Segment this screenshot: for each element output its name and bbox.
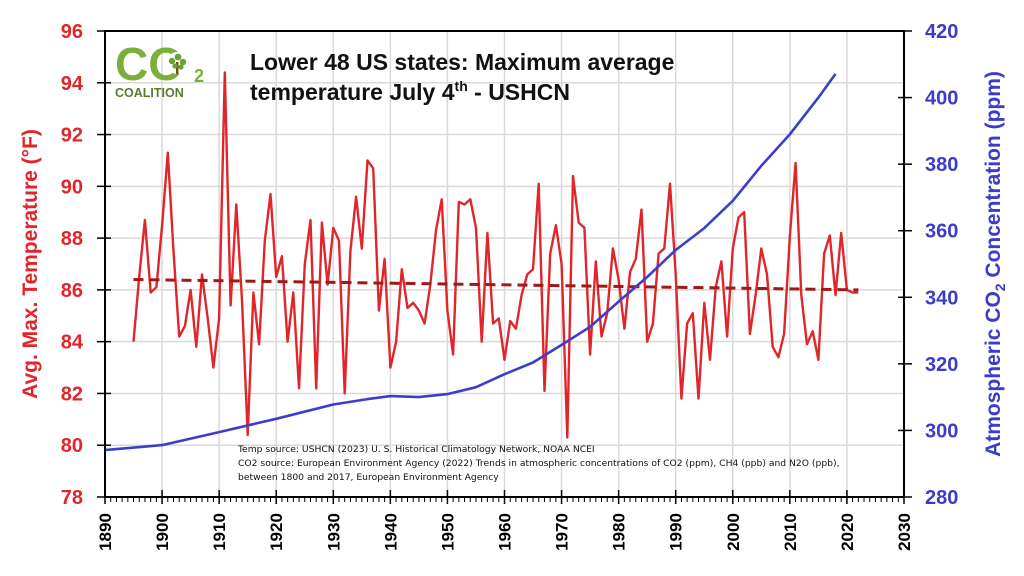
chart-title-superscript: th	[455, 78, 468, 94]
tree-icon	[166, 52, 188, 74]
co2-series-line	[104, 73, 837, 452]
y-axis-right-title: Atmospheric CO2 Concentration (ppm)	[982, 71, 1008, 457]
y-right-tick-label: 420	[925, 21, 958, 43]
x-tick-label: 2010	[781, 513, 800, 551]
x-tick-label: 1890	[96, 513, 115, 551]
source-note-co2: CO2 source: European Environment Agency …	[238, 458, 840, 469]
y-right-tick-label: 380	[925, 154, 958, 176]
chart-title-line2: temperature July 4th - USHCN	[250, 78, 570, 105]
series-layer	[104, 71, 859, 452]
x-tick-label: 1910	[210, 513, 229, 551]
x-tick-label: 1970	[553, 513, 572, 551]
y-left-tick-label: 92	[61, 125, 83, 147]
y-left-tick-label: 96	[61, 21, 83, 43]
y-axis-right-title-subscript: 2	[992, 283, 1008, 291]
x-tick-label: 1980	[610, 513, 629, 551]
y-right-tick-label: 340	[925, 287, 958, 309]
y-left-tick-label: 84	[61, 332, 84, 354]
y-left-tick-label: 94	[61, 73, 84, 95]
y-axis-right-title-suffix: Concentration (ppm)	[982, 71, 1005, 283]
y-left-tick-label: 78	[61, 487, 83, 509]
y-right-tick-label: 400	[925, 88, 958, 110]
logo-subscript: 2	[194, 66, 204, 86]
y-left-tick-label: 88	[61, 228, 83, 250]
chart-title-line2-prefix: temperature July 4	[250, 79, 455, 105]
co2-coalition-logo: CO 2 COALITION	[115, 38, 204, 100]
chart-title-line1: Lower 48 US states: Maximum average	[250, 49, 674, 75]
x-tick-label: 1940	[381, 513, 400, 551]
y-axis-left-title: Avg. Max. Temperature (°F)	[19, 129, 42, 399]
temperature-series-line	[132, 71, 859, 439]
temperature-trend-line	[133, 278, 859, 292]
source-note-temperature: Temp source: USHCN (2023) U. S. Historic…	[237, 444, 595, 455]
x-tick-label: 1930	[324, 513, 343, 551]
y-left-tick-label: 90	[61, 176, 83, 198]
x-tick-label: 2000	[724, 513, 743, 551]
x-tick-label: 1990	[667, 513, 686, 551]
y-right-tick-label: 300	[925, 420, 958, 442]
source-note-co2-continued: between 1800 and 2017, European Environm…	[238, 472, 499, 483]
x-tick-label: 1920	[267, 513, 286, 551]
y-left-tick-label: 86	[61, 280, 83, 302]
y-right-tick-label: 320	[925, 354, 958, 376]
y-axis-right-title-prefix: Atmospheric CO	[982, 291, 1005, 457]
x-tick-label: 1900	[153, 513, 172, 551]
logo-name: COALITION	[115, 86, 184, 100]
y-right-tick-label: 280	[925, 487, 958, 509]
x-tick-label: 2030	[895, 513, 914, 551]
chart-title-line2-suffix: - USHCN	[468, 79, 570, 105]
axes: 1890 1900 1910 1920 1930 1940 1950 1960 1970 1980…	[61, 21, 959, 551]
x-tick-label: 1960	[496, 513, 515, 551]
x-tick-label: 2020	[838, 513, 857, 551]
y-right-tick-label: 360	[925, 221, 958, 243]
y-left-tick-label: 80	[61, 435, 83, 457]
y-left-tick-label: 82	[61, 383, 83, 405]
x-tick-label: 1950	[438, 513, 457, 551]
